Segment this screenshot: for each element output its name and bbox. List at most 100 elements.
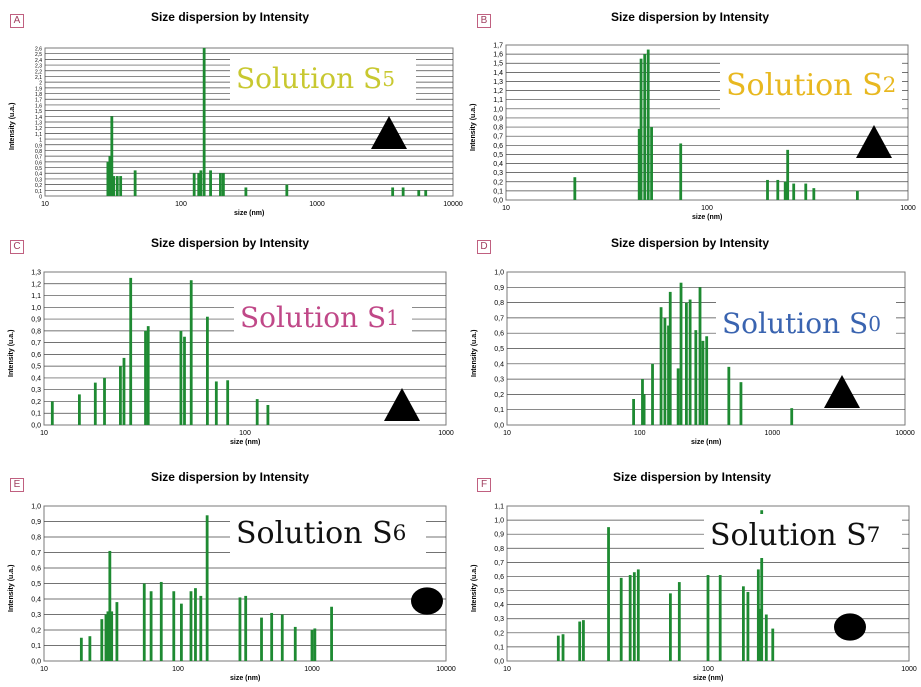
solution-label-text: Solution S [236, 516, 393, 551]
y-tick-label: 1,8 [35, 92, 42, 98]
y-tick-label: 1,0 [494, 518, 504, 525]
bar [632, 572, 636, 661]
bar [677, 582, 681, 661]
x-tick-label: 100 [702, 666, 714, 673]
circle-marker-icon [834, 613, 866, 641]
y-tick-label: 0,9 [494, 532, 504, 539]
bar [694, 330, 698, 425]
chart-c-title: Size dispersion by Intensity [150, 236, 310, 250]
y-tick-label: 0,7 [493, 134, 503, 141]
x-tick-label: 10 [40, 666, 48, 673]
bar [727, 366, 731, 425]
y-tick-label: 0,4 [35, 172, 42, 178]
y-tick-label: 1,1 [493, 97, 503, 104]
bar [684, 302, 688, 425]
bar [244, 595, 248, 661]
y-tick-label: 0,5 [494, 588, 504, 595]
bar [607, 527, 610, 661]
chart-f-title: Size dispersion by Intensity [612, 470, 772, 484]
bar [561, 634, 565, 661]
x-tick-label: 1000 [900, 205, 916, 212]
bar [310, 630, 314, 661]
solution-label-text: Solution S [240, 301, 387, 334]
bar [855, 190, 859, 200]
y-tick-label: 2,6 [35, 47, 42, 53]
bar [650, 127, 653, 200]
y-tick-label: 0,5 [494, 346, 504, 353]
bar [637, 128, 641, 200]
x-tick-label: 1000 [309, 201, 325, 208]
y-tick-label: 0,9 [494, 285, 504, 292]
bar [679, 282, 683, 425]
y-tick-label: 2,1 [35, 75, 42, 81]
bar [238, 597, 242, 661]
chart-c-xlabel: size (nm) [230, 439, 261, 446]
triangle-shape [824, 375, 860, 408]
bar [628, 575, 632, 661]
bar [189, 591, 193, 661]
bar [100, 619, 104, 661]
x-tick-label: 1000 [901, 666, 917, 673]
x-tick-label: 100 [634, 430, 646, 437]
triangle-marker-icon [824, 375, 860, 408]
y-tick-label: 0,9 [35, 143, 42, 149]
chart-f-xlabel: size (nm) [693, 675, 724, 682]
bar [79, 637, 83, 661]
y-tick-label: 0,8 [494, 300, 504, 307]
chart-b-title: Size dispersion by Intensity [610, 10, 770, 24]
bar [119, 176, 123, 196]
y-tick-label: 0,2 [494, 630, 504, 637]
bar [119, 366, 122, 425]
x-tick-label: 10000 [443, 201, 463, 208]
y-tick-label: 0,0 [493, 198, 503, 205]
bar [93, 382, 97, 425]
bar [718, 575, 722, 661]
y-tick-label: 0,7 [31, 340, 41, 347]
bar [668, 291, 672, 425]
triangle-shape [371, 116, 407, 149]
bar [771, 628, 775, 661]
x-tick-label: 1000 [304, 666, 320, 673]
y-tick-label: 0,4 [494, 361, 504, 368]
bar [701, 340, 705, 425]
x-tick-label: 100 [175, 201, 187, 208]
bar [330, 606, 333, 661]
y-tick-label: 1,7 [35, 98, 42, 104]
bar [578, 621, 582, 661]
bar [641, 379, 644, 425]
y-tick-label: 0,2 [35, 183, 42, 189]
bar [103, 377, 106, 425]
chart-d-plot: 0,0 0,1 0,2 0,3 0,4 0,5 0,6 0,7 0,8 0,9 1,0 10 100 10… [494, 270, 915, 438]
bar [197, 173, 201, 196]
bar [668, 593, 672, 661]
y-tick-label: 0,7 [35, 155, 42, 161]
bar [144, 330, 147, 425]
bar [149, 591, 153, 661]
bar [688, 299, 692, 425]
bar [313, 628, 317, 661]
bar [179, 603, 183, 661]
chart-a-plot: 00,10,20,30,40,50,60,70,80,911,11,21,31,… [35, 47, 463, 209]
y-tick-label: 0,0 [494, 659, 504, 666]
y-tick-label: 1 [39, 138, 42, 144]
bar [401, 187, 405, 196]
bar [104, 614, 108, 661]
y-tick-label: 0,7 [494, 315, 504, 322]
y-tick-label: 0,4 [31, 597, 41, 604]
x-tick-label: 1000 [765, 430, 781, 437]
bar [651, 363, 654, 425]
y-tick-label: 0 [39, 195, 42, 201]
y-tick-label: 1,0 [493, 106, 503, 113]
triangle-shape [384, 388, 420, 421]
bar [110, 116, 114, 196]
bar [812, 188, 816, 200]
bar [194, 588, 197, 661]
bar [183, 336, 186, 425]
y-tick-label: 0,9 [31, 317, 41, 324]
y-tick-label: 0,5 [35, 166, 42, 172]
bar [764, 614, 768, 661]
bar [214, 381, 218, 425]
bar [632, 398, 635, 425]
y-tick-label: 1,2 [35, 126, 42, 132]
